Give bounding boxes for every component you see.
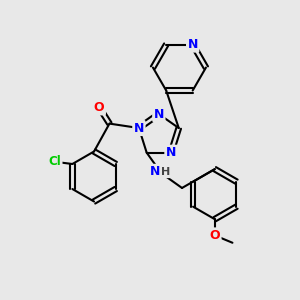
Text: N: N <box>166 146 176 159</box>
Text: H: H <box>161 167 170 177</box>
Text: O: O <box>94 101 104 114</box>
Text: N: N <box>134 122 144 134</box>
Text: N: N <box>154 108 164 121</box>
Text: N: N <box>150 165 161 178</box>
Text: N: N <box>188 38 198 51</box>
Text: Cl: Cl <box>48 154 61 167</box>
Text: O: O <box>209 229 220 242</box>
